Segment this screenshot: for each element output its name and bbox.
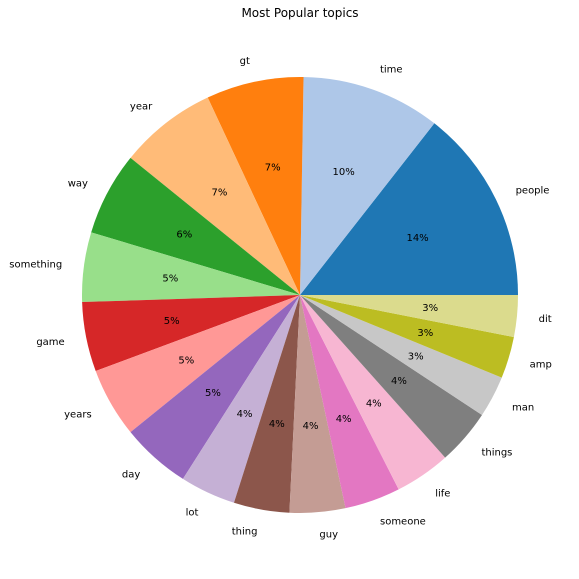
category-label-life: life [435,489,450,500]
percent-label-years: 5% [178,355,194,366]
pie-slice-way [91,157,300,295]
pie-slice-something [81,232,300,303]
pie-slice-years [95,295,301,433]
percent-label-dit: 3% [422,303,438,314]
percent-label-man: 3% [408,352,424,363]
percent-label-thing: 4% [269,419,285,430]
pie-slice-lot [182,295,300,503]
pie-slice-day [130,295,300,479]
percent-label-time: 10% [333,167,355,178]
category-label-thing: thing [232,527,258,538]
pie-slice-thing [233,295,300,513]
category-label-dit: dit [539,314,552,325]
category-label-amp: amp [530,359,552,370]
percent-label-lot: 4% [237,409,253,420]
percent-label-day: 5% [205,388,221,399]
percent-label-something: 5% [162,274,178,285]
pie-slice-gt [207,77,304,295]
pie-slice-amp [300,295,514,378]
pie-slice-people [300,123,518,295]
percent-label-someone: 4% [336,414,352,425]
category-label-years: years [64,409,92,420]
percent-labels: 14% 10% 7% 7% 6% 5% 5% 5% 5% 4% 4% 4% 4% 4% 4% 3% 3% 3% [162,163,438,432]
pie-slice-man [300,295,502,416]
category-label-people: people [516,185,550,196]
percent-label-life: 4% [366,399,382,410]
category-label-time: time [380,64,403,75]
percent-label-year: 7% [211,187,227,198]
percent-label-guy: 4% [303,421,319,432]
pie-slice-game [82,295,301,372]
pie-slice-someone [300,295,399,509]
chart-title: Most Popular topics [241,6,358,20]
category-label-man: man [512,402,534,413]
category-label-way: way [68,179,88,190]
category-label-gt: gt [240,56,250,67]
percent-label-amp: 3% [417,328,433,339]
percent-label-way: 6% [176,229,192,240]
pie-slice-guy [289,295,346,513]
pie-slice-life [300,295,446,490]
category-label-game: game [36,337,64,348]
category-label-guy: guy [319,530,338,541]
percent-label-people: 14% [406,233,428,244]
percent-label-game: 5% [164,316,180,327]
category-label-lot: lot [186,508,199,519]
pie-slice-things [300,295,482,458]
pie-slice-year [130,97,300,295]
percent-label-gt: 7% [265,163,281,174]
category-label-things: things [481,447,512,458]
category-label-someone: someone [380,517,426,528]
category-label-something: something [9,260,62,271]
pie-slice-dit [300,295,518,338]
pie-slice-time [300,77,435,295]
category-label-year: year [130,102,153,113]
pie-slices [81,77,518,513]
category-labels: people time gt year way something game years day… [9,56,552,541]
category-label-day: day [122,469,140,480]
percent-label-things: 4% [391,376,407,387]
